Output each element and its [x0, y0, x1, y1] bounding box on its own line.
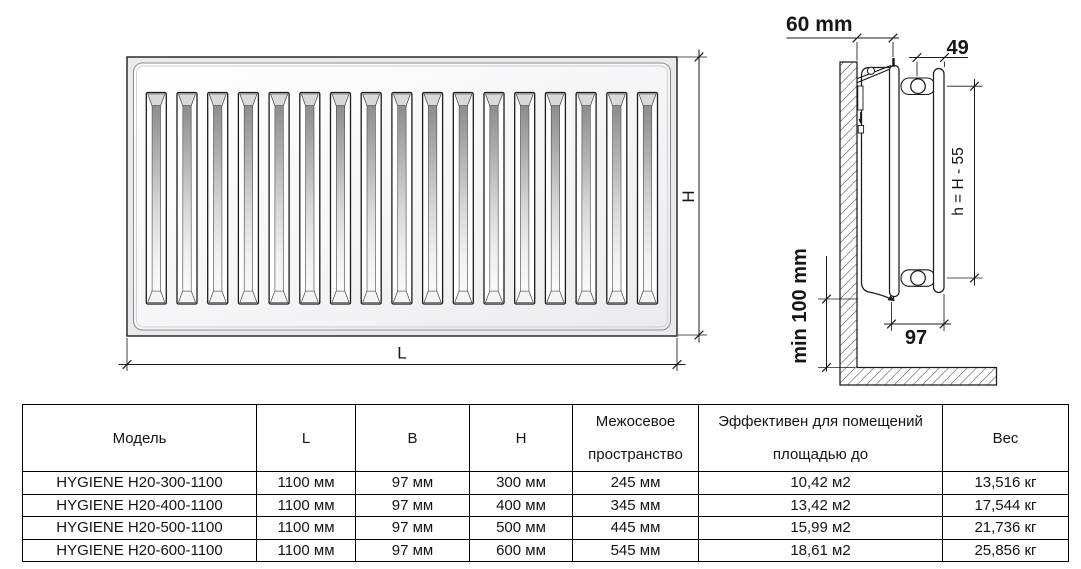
- table-cell: 97 мм: [355, 516, 470, 540]
- back-panel: [888, 64, 900, 298]
- column-header-depth: B: [355, 404, 470, 472]
- radiator-slot: [606, 91, 628, 305]
- pipe-connection-top: [910, 78, 926, 95]
- table-cell: 345 мм: [572, 493, 699, 517]
- table-cell: 97 мм: [355, 471, 470, 495]
- radiator-slots: [145, 91, 659, 305]
- bracket-hook: [857, 64, 892, 134]
- column-header-length: L: [256, 404, 356, 472]
- radiator-slot: [636, 91, 659, 305]
- table-cell: 500 мм: [469, 516, 573, 540]
- extension-lines: [126, 56, 707, 371]
- table-cell: HYGIENE H20-400-1100: [22, 493, 257, 517]
- spec-table-body: HYGIENE H20-300-1100 1100 мм 97 мм 300 мм 24…: [22, 471, 1069, 562]
- dim-label-wall-offset: 60 mm: [786, 13, 853, 36]
- technical-drawing: L H: [118, 13, 998, 386]
- table-cell: HYGIENE H20-600-1100: [22, 538, 257, 562]
- table-cell: 17,544 кг: [942, 493, 1069, 517]
- extension-lines: [818, 42, 983, 368]
- table-cell: HYGIENE H20-500-1100: [22, 516, 257, 540]
- table-cell: 25,856 кг: [942, 538, 1069, 562]
- table-cell: 21,736 кг: [942, 516, 1069, 540]
- radiator-front-view: [126, 56, 678, 337]
- radiator-slot: [207, 91, 229, 305]
- table-cell: 445 мм: [572, 516, 699, 540]
- dim-label-floor-clearance: min 100 mm: [789, 248, 811, 364]
- table-cell: 1100 мм: [256, 493, 356, 517]
- table-cell: 545 мм: [572, 538, 699, 562]
- spec-table: Модель L B H Межосевое пространство Эффе…: [22, 404, 1069, 562]
- radiator-slot: [514, 91, 536, 305]
- radiator-slot: [329, 91, 352, 305]
- table-cell: 13,516 кг: [942, 471, 1069, 495]
- table-row: HYGIENE H20-400-1100 1100 мм 97 мм 400 мм 34…: [22, 493, 1069, 517]
- dimension-lines: [786, 37, 975, 372]
- bracket-hook-arrow: [858, 119, 863, 124]
- bracket-tip-arrow: [887, 295, 895, 301]
- table-cell: 97 мм: [355, 538, 470, 562]
- radiator-slot: [268, 91, 290, 305]
- column-header-weight: Вес: [942, 404, 1069, 472]
- radiator-slot: [575, 91, 597, 305]
- radiator-slot: [421, 91, 444, 305]
- radiator-slot: [145, 91, 167, 305]
- table-cell: 1100 мм: [256, 538, 356, 562]
- radiator-face-inner-line: [136, 65, 668, 328]
- front-view-dimensions: [118, 49, 707, 371]
- radiator-slot: [176, 91, 198, 305]
- table-cell: 10,42 м2: [698, 471, 943, 495]
- column-header-axial-spacing: Межосевое пространство: [572, 404, 699, 472]
- pipe-connection-bottom: [910, 270, 926, 286]
- table-row: HYGIENE H20-500-1100 1100 мм 97 мм 500 мм 44…: [22, 516, 1069, 540]
- dim-label-pipe-axis-offset: 49: [947, 37, 969, 59]
- table-cell: 13,42 м2: [698, 493, 943, 517]
- table-header-row: Модель L B H Межосевое пространство Эффе…: [22, 404, 1069, 472]
- column-header-effective-area: Эффективен для помещений площадью до: [698, 404, 943, 472]
- radiator-slot: [544, 91, 567, 305]
- radiator-slot: [237, 91, 260, 305]
- table-row: HYGIENE H20-600-1100 1100 мм 97 мм 600 мм 54…: [22, 538, 1069, 562]
- table-cell: 245 мм: [572, 471, 699, 495]
- dimension-lines: [118, 49, 700, 365]
- dim-label-height: H: [679, 190, 698, 202]
- radiator-slot: [483, 91, 505, 305]
- radiator-slot: [452, 91, 474, 305]
- radiator-slot: [360, 91, 382, 305]
- dim-label-length: L: [397, 344, 406, 363]
- table-cell: 1100 мм: [256, 471, 356, 495]
- wall-floor-section: [839, 61, 998, 386]
- table-cell: HYGIENE H20-300-1100: [22, 471, 257, 495]
- table-cell: 1100 мм: [256, 516, 356, 540]
- table-cell: 300 мм: [469, 471, 573, 495]
- table-cell: 97 мм: [355, 493, 470, 517]
- mounting-bracket: [860, 66, 895, 302]
- dimension-ticks: [821, 33, 980, 373]
- panel-top-mark: [892, 58, 895, 67]
- table-cell: 15,99 м2: [698, 516, 943, 540]
- radiator-slot: [391, 91, 413, 305]
- table-cell: 600 мм: [469, 538, 573, 562]
- table-row: HYGIENE H20-300-1100 1100 мм 97 мм 300 мм 24…: [22, 471, 1069, 495]
- radiator-slot: [299, 91, 321, 305]
- table-cell: 400 мм: [469, 493, 573, 517]
- radiator-side-view: [839, 58, 998, 386]
- dim-label-connection-height: h = H - 55: [950, 147, 967, 216]
- column-header-height: H: [469, 404, 573, 472]
- side-view-dimensions: [786, 33, 983, 373]
- dim-label-depth: 97: [905, 327, 927, 349]
- front-panel: [932, 67, 945, 294]
- table-cell: 18,61 м2: [698, 538, 943, 562]
- column-header-model: Модель: [22, 404, 257, 472]
- dimension-ticks: [122, 52, 704, 370]
